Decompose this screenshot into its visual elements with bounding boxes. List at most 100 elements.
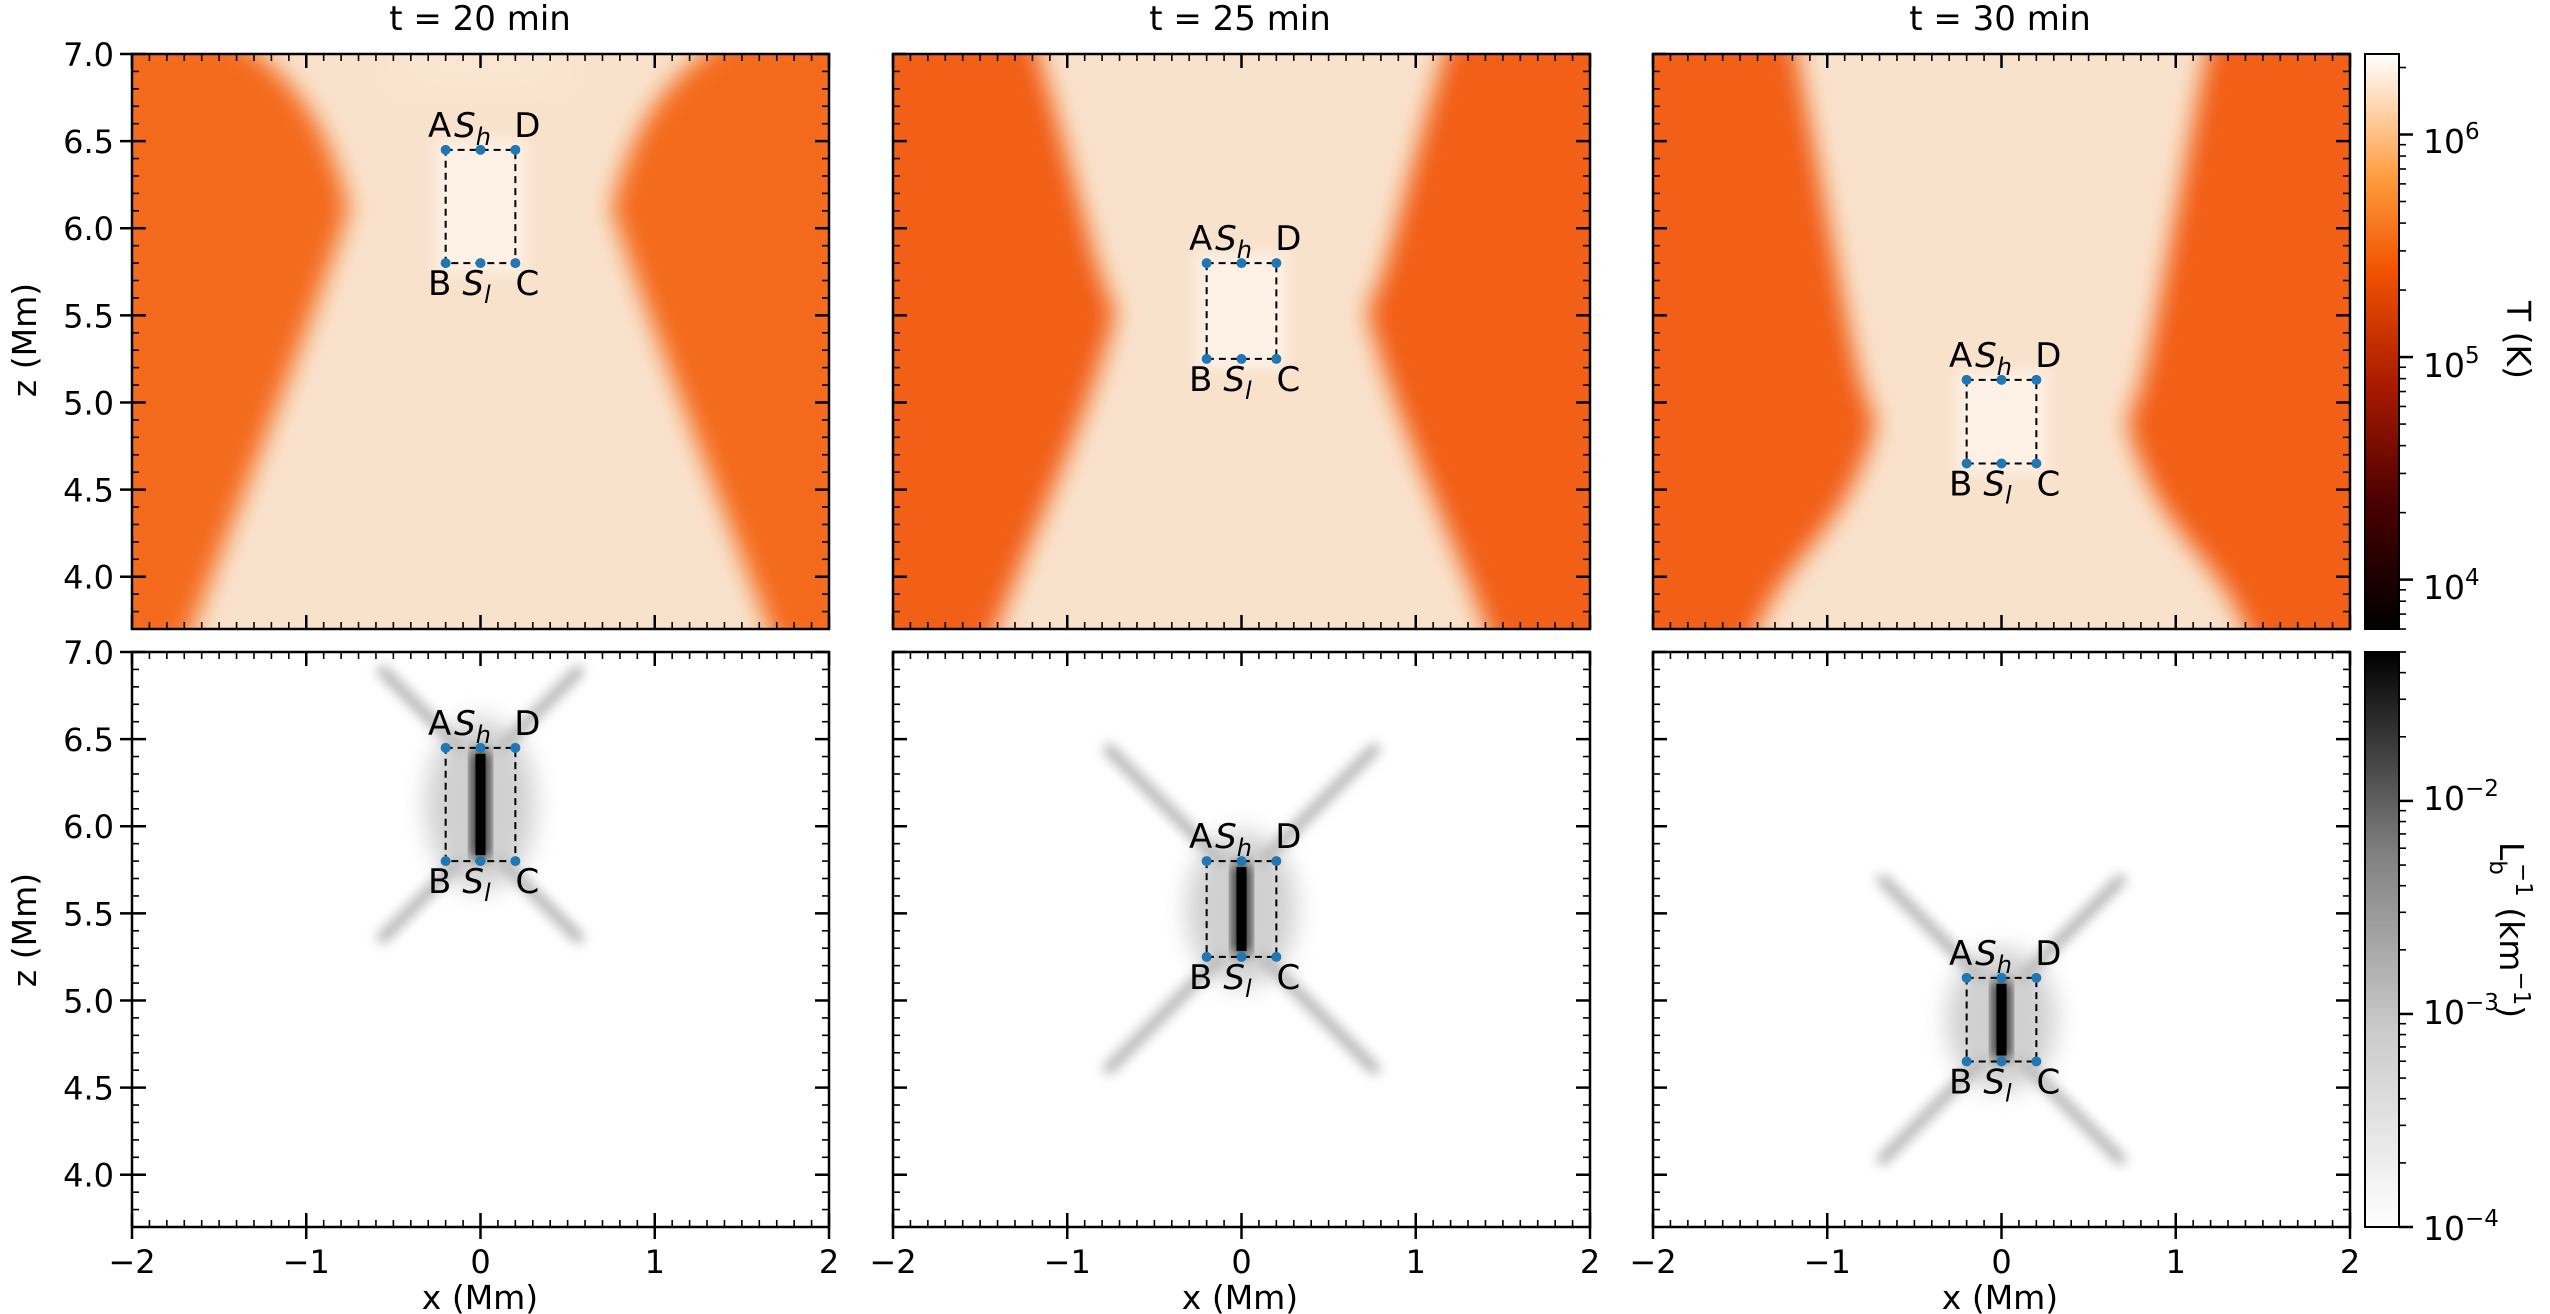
box-point <box>1271 856 1282 867</box>
panel-temperature-1: A Sh D B Sl C 7.0 6.5 6.0 5.5 5.0 4.5 4.0 <box>63 36 831 631</box>
box-point <box>1271 258 1282 269</box>
box-point <box>1236 258 1247 269</box>
axis-ticks <box>120 52 831 630</box>
box-point <box>1236 856 1247 867</box>
separatrix-arm <box>2017 874 2126 983</box>
current-sheet-core <box>1236 867 1247 951</box>
current-sheet-glow <box>1196 253 1287 369</box>
axis-ticks <box>120 650 831 1239</box>
colorbar-temperature-tick-1e5: 105 <box>2423 343 2480 385</box>
current-sheet-core <box>475 753 486 856</box>
box-label-d: D <box>2035 934 2061 974</box>
hot-inflow-right <box>611 54 829 629</box>
box-point <box>475 144 486 155</box>
x-tick-label: −2 <box>108 1243 155 1281</box>
box-point <box>1271 951 1282 962</box>
y-axis-label-top: z (Mm) <box>5 283 44 397</box>
z-tick-label: 4.0 <box>63 559 114 597</box>
separatrix-arm <box>1103 951 1226 1074</box>
box-point <box>1996 374 2007 385</box>
box-label-sl: Sl <box>1983 1062 2012 1107</box>
z-tick-label: 4.5 <box>63 1070 114 1108</box>
separatrix-arm <box>1103 744 1226 867</box>
panel-temperature-2: A Sh D B Sl C <box>891 52 1592 631</box>
box-point <box>1236 951 1247 962</box>
box-label-c: C <box>2036 464 2060 504</box>
box-label-d: D <box>514 704 540 744</box>
box-label-b: B <box>1949 464 1972 504</box>
x-tick-label: 1 <box>1406 1243 1426 1281</box>
colorbar-lb-gradient <box>2364 651 2400 1228</box>
z-tick-label: 7.0 <box>63 634 114 672</box>
x-tick-label: 2 <box>2340 1243 2360 1281</box>
x-tick-label: 0 <box>1231 1243 1251 1281</box>
box-label-a: A <box>1949 336 1972 376</box>
separatrix-arm <box>377 856 465 944</box>
box-point <box>440 144 451 155</box>
current-sheet-box <box>1965 378 2038 465</box>
box-point <box>2031 1056 2042 1067</box>
box-label-c: C <box>2036 1062 2060 1102</box>
z-tick-label: 4.5 <box>63 472 114 510</box>
box-label-d: D <box>514 106 540 146</box>
panel-title-2: t = 25 min <box>1149 0 1331 39</box>
hot-inflow-right <box>1366 54 1590 629</box>
box-label-d: D <box>2035 336 2061 376</box>
x-tick-label: 0 <box>470 1243 490 1281</box>
heatmap-background <box>1653 652 2350 1227</box>
box-point <box>1201 856 1212 867</box>
colorbar-temperature-tick-1e4: 104 <box>2423 565 2480 607</box>
x-tick-label: 2 <box>1580 1243 1600 1281</box>
separatrix-arm <box>1257 951 1380 1074</box>
z-tick-label: 5.0 <box>63 384 114 422</box>
x-tick-label: 1 <box>645 1243 665 1281</box>
hot-inflow-left <box>1653 54 1877 629</box>
colorbar-temperature-tick-1e6: 106 <box>2423 119 2480 161</box>
x-tick-label: −2 <box>1629 1243 1676 1281</box>
box-point <box>2031 374 2042 385</box>
box-point <box>510 742 521 753</box>
box-label-sl: Sl <box>462 264 491 309</box>
box-point <box>1996 1056 2007 1067</box>
box-label-sl: Sl <box>1223 360 1252 405</box>
current-sheet-core <box>1996 983 2007 1056</box>
hot-inflow-left <box>132 54 350 629</box>
colorbar-lb-tick-1e-3: 10−3 <box>2423 990 2499 1032</box>
colorbar-temperature: 106 105 104 T (K) <box>2364 53 2538 630</box>
separatrix-arm <box>496 856 584 944</box>
axis-ticks <box>891 650 1592 1239</box>
x-axis-label-1: x (Mm) <box>422 1278 538 1314</box>
z-tick-label: 6.5 <box>63 123 114 161</box>
hot-inflow-right <box>2126 54 2350 629</box>
box-label-c: C <box>515 862 539 902</box>
box-label-sh: Sh <box>454 704 491 749</box>
z-tick-label: 5.0 <box>63 982 114 1020</box>
box-label-sh: Sh <box>1215 219 1252 264</box>
box-label-b: B <box>1949 1062 1972 1102</box>
box-label-sl: Sl <box>1983 464 2012 509</box>
box-point <box>475 856 486 867</box>
current-sheet-box <box>1965 976 2038 1063</box>
box-point <box>1271 353 1282 364</box>
box-label-sl: Sl <box>462 862 491 907</box>
separatrix-arm <box>377 665 465 753</box>
box-label-sh: Sh <box>454 106 491 151</box>
box-point <box>475 742 486 753</box>
box-label-a: A <box>1189 219 1212 259</box>
y-axis-label-bottom: z (Mm) <box>5 873 44 987</box>
z-tick-label: 6.0 <box>63 210 114 248</box>
box-point <box>1236 353 1247 364</box>
box-label-sl: Sl <box>1223 958 1252 1003</box>
box-label-sh: Sh <box>1975 336 2012 381</box>
box-point <box>1201 353 1212 364</box>
box-label-a: A <box>1949 934 1972 974</box>
colorbar-lb-label: Lb−1 (km−1) <box>2484 842 2536 1018</box>
box-label-b: B <box>1189 360 1212 400</box>
box-point <box>1961 972 1972 983</box>
separatrix-arm <box>2017 1056 2126 1165</box>
box-point <box>510 856 521 867</box>
box-label-d: D <box>1275 817 1301 857</box>
box-label-c: C <box>1276 360 1300 400</box>
current-sheet-glow <box>1956 369 2047 474</box>
